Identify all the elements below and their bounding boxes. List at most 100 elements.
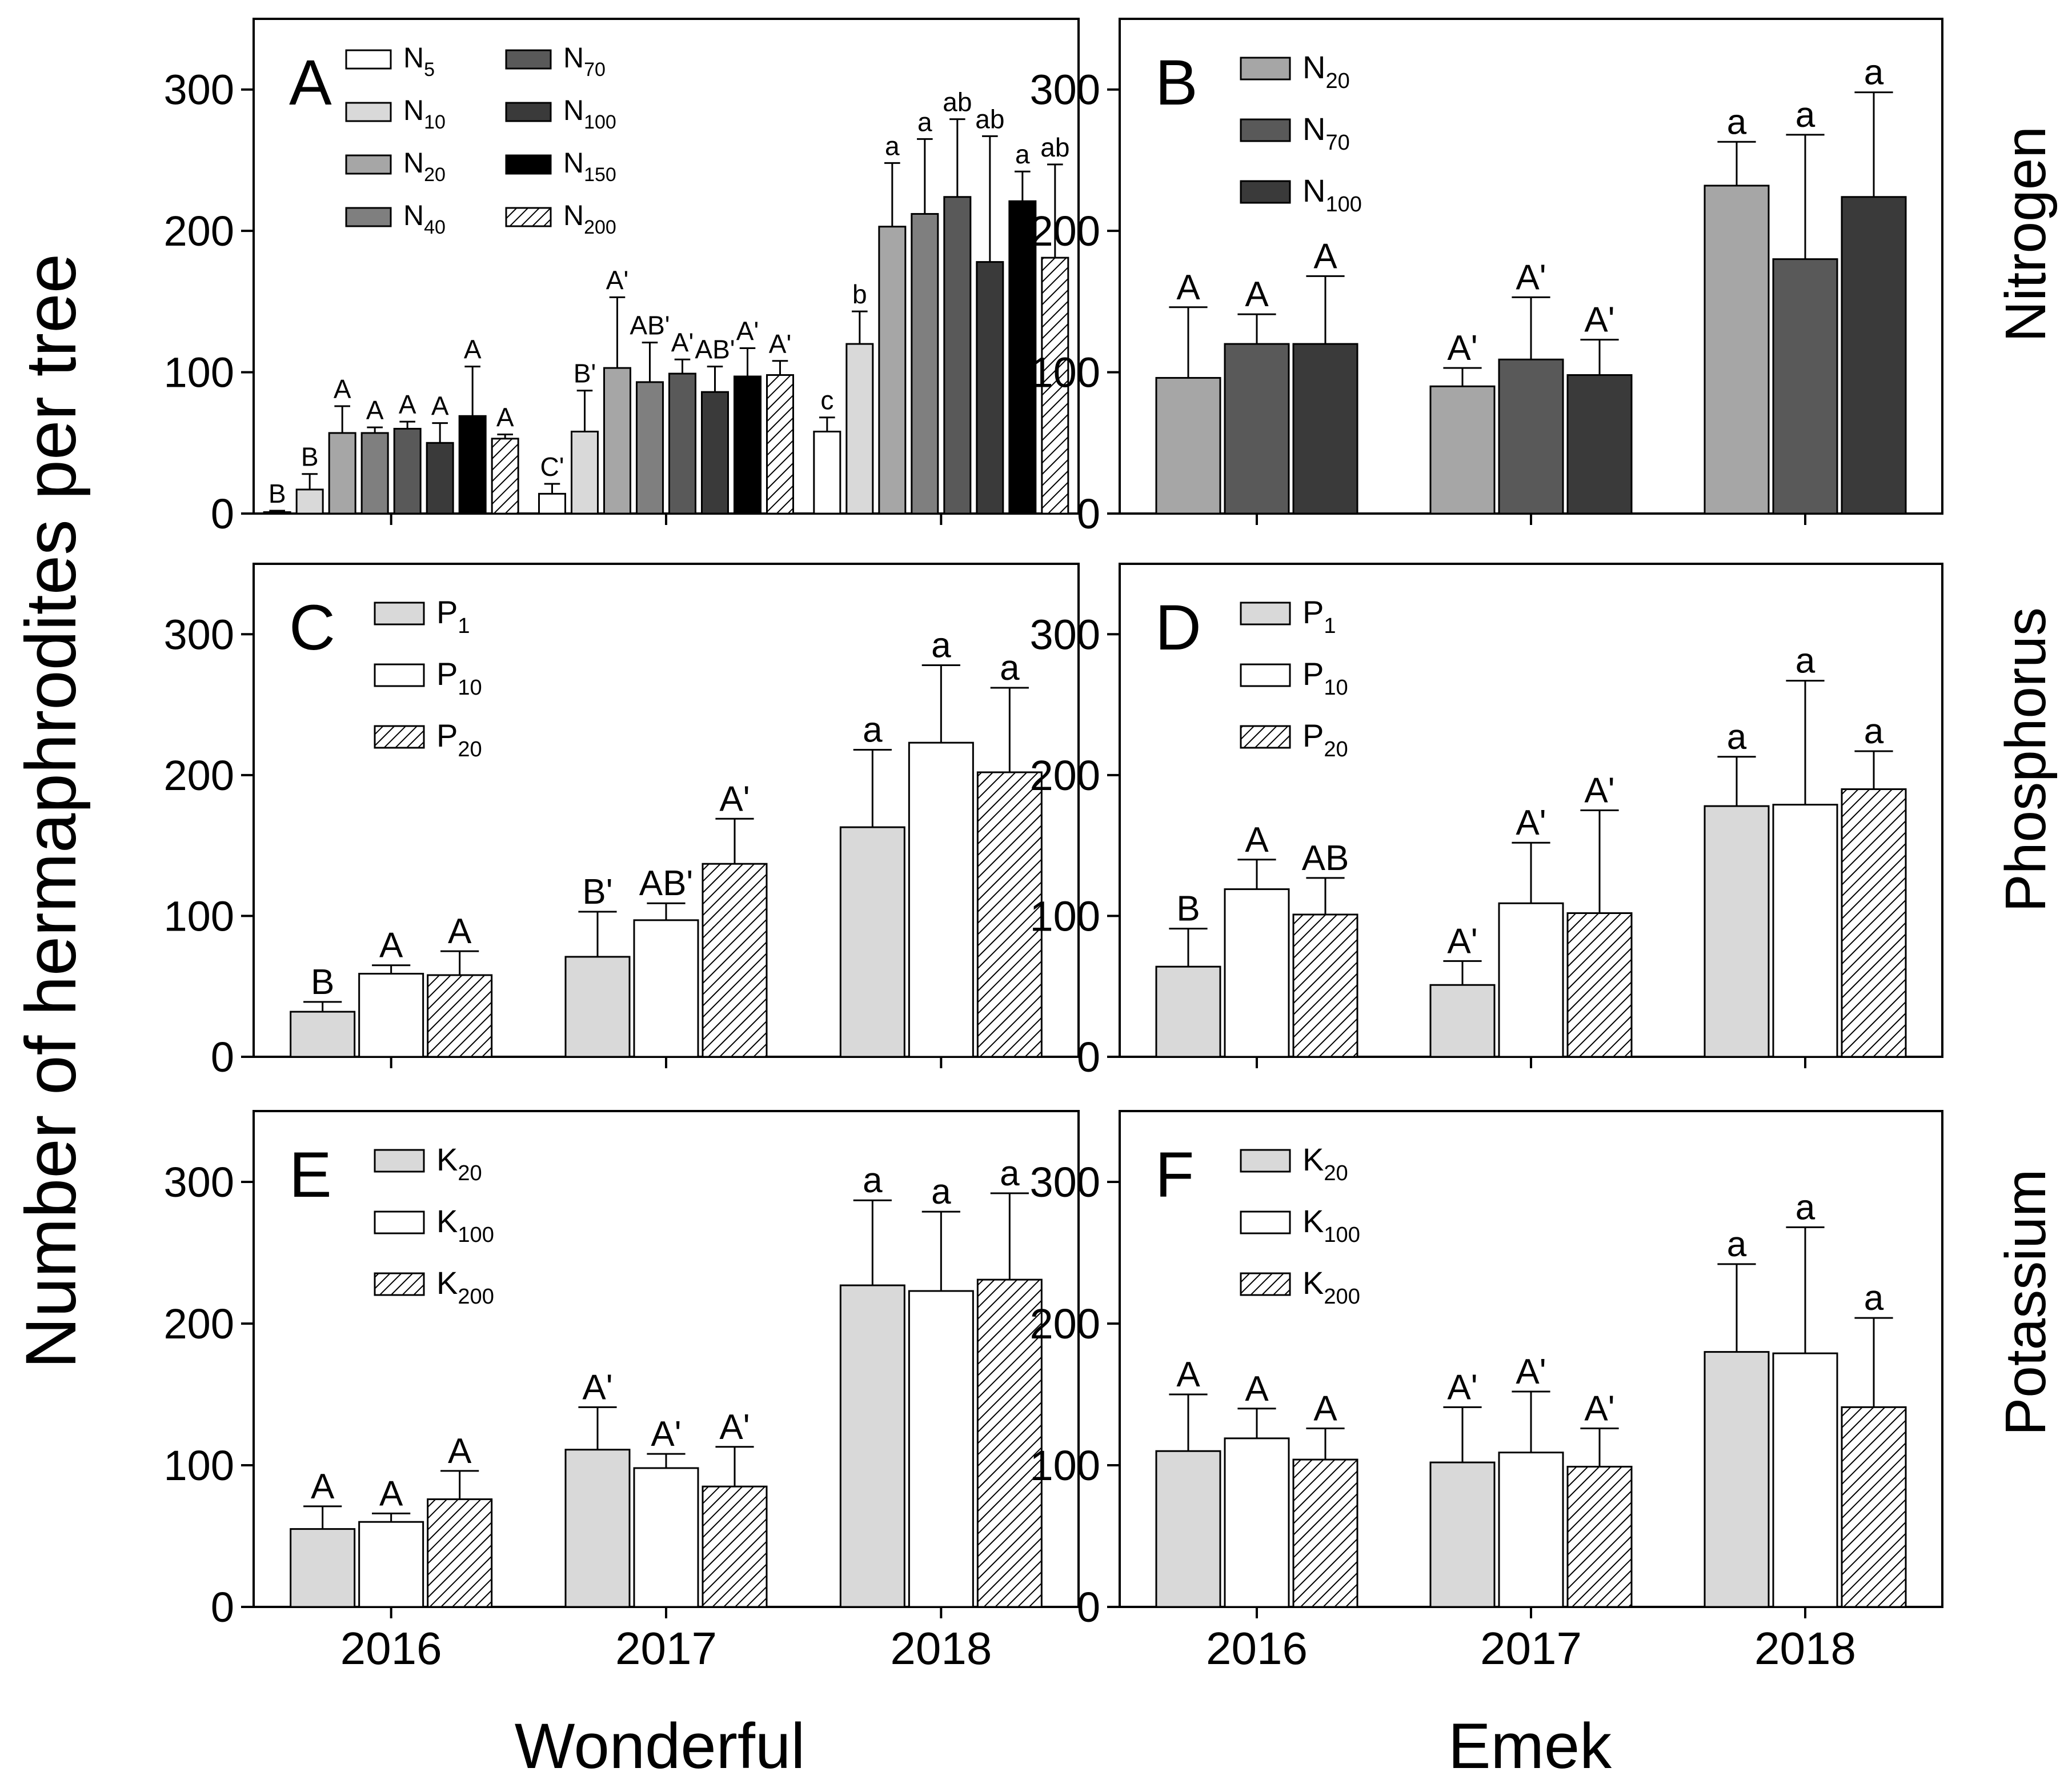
legend-swatch xyxy=(345,207,392,227)
significance-letter: A' xyxy=(606,265,628,295)
legend-label: N70 xyxy=(563,42,606,81)
bar xyxy=(943,196,972,515)
significance-letter: a xyxy=(1015,139,1030,169)
significance-letter: A' xyxy=(1516,803,1546,843)
legend-label: K200 xyxy=(436,1265,494,1309)
significance-letter: ab xyxy=(1040,133,1069,162)
y-tick-label: 0 xyxy=(211,1033,234,1081)
legend-swatch xyxy=(1240,57,1291,81)
bar xyxy=(263,511,291,515)
row-label-potassium: Potassium xyxy=(1994,1169,2058,1436)
legend-label: P10 xyxy=(436,656,482,700)
bar xyxy=(360,432,389,515)
legend-swatch xyxy=(374,725,425,749)
bar xyxy=(1155,376,1221,515)
bar xyxy=(1292,913,1358,1058)
bar xyxy=(1008,200,1037,515)
bar xyxy=(1292,343,1358,515)
significance-letter: c xyxy=(820,386,833,415)
bar xyxy=(633,919,699,1058)
bar xyxy=(734,375,762,515)
bar xyxy=(1841,196,1907,515)
significance-letter: A' xyxy=(1584,1389,1614,1429)
bar xyxy=(839,1284,905,1608)
bar xyxy=(426,442,454,515)
y-tick-label: 300 xyxy=(164,1158,234,1206)
legend-swatch xyxy=(505,102,552,122)
bar xyxy=(636,381,664,515)
bar xyxy=(1704,1351,1770,1608)
legend-label: N100 xyxy=(563,94,616,133)
y-tick-label: 300 xyxy=(1030,1158,1100,1206)
y-axis-title: Number of hermaphrodites per tree xyxy=(11,254,91,1369)
legend-swatch xyxy=(1240,180,1291,204)
y-tick-label: 0 xyxy=(1077,490,1100,538)
bar xyxy=(702,863,768,1058)
bar xyxy=(1498,902,1564,1058)
bar xyxy=(1155,1450,1221,1608)
significance-letter: a xyxy=(1796,642,1815,681)
panel-f: 0 100 200 300 F 2016 2017 2018 A A' a A A' a A A' a K20 K1… xyxy=(1030,1110,1943,1674)
legend-swatch xyxy=(374,602,425,626)
x-tick-label: 2017 xyxy=(1480,1623,1582,1674)
y-tick-label: 200 xyxy=(1030,1300,1100,1348)
panel-d: 0 100 200 300 D B A' a A A' a AB A' a P1 P10 P20 xyxy=(1030,563,1943,1081)
legend-label: P20 xyxy=(436,717,482,761)
significance-letter: B xyxy=(268,479,286,508)
bar xyxy=(1772,1352,1838,1608)
y-tick-label: 300 xyxy=(164,66,234,114)
panel-letter: F xyxy=(1155,1139,1194,1210)
legend-swatch xyxy=(505,154,552,175)
significance-letter: A' xyxy=(1447,328,1477,368)
bar xyxy=(328,432,356,515)
significance-letter: A xyxy=(1176,268,1200,307)
bar xyxy=(813,430,841,515)
bar xyxy=(766,374,794,515)
bar xyxy=(358,973,424,1058)
legend-swatch xyxy=(345,154,392,175)
legend-swatch xyxy=(374,663,425,687)
bar xyxy=(1566,912,1633,1058)
significance-letter: a xyxy=(1000,1154,1020,1193)
significance-letter: A xyxy=(464,335,482,364)
y-tick-label: 200 xyxy=(1030,207,1100,255)
bar xyxy=(633,1467,699,1608)
legend-label: N70 xyxy=(1302,111,1350,155)
x-tick-label: 2018 xyxy=(1754,1623,1856,1674)
significance-letter: A xyxy=(379,926,403,965)
significance-letter: a xyxy=(1864,1278,1884,1318)
y-tick-label: 0 xyxy=(211,1583,234,1631)
significance-letter: a xyxy=(1727,1225,1747,1264)
bar xyxy=(564,1449,631,1608)
bar xyxy=(701,391,729,515)
significance-letter: A xyxy=(1176,1355,1200,1394)
legend-swatch xyxy=(374,1272,425,1296)
significance-letter: A xyxy=(399,390,416,419)
significance-letter: A xyxy=(366,395,384,425)
row-label-nitrogen: Nitrogen xyxy=(1994,126,2058,342)
y-tick-label: 0 xyxy=(211,490,234,538)
bar xyxy=(1566,374,1633,515)
y-tick-label: 300 xyxy=(1030,611,1100,658)
legend: P1 P10 P20 xyxy=(374,594,482,761)
significance-letter: a xyxy=(1727,102,1747,142)
legend-swatch xyxy=(345,102,392,122)
significance-letter: B xyxy=(301,442,319,472)
significance-letter: A xyxy=(496,402,514,432)
y-tick-label: 300 xyxy=(164,611,234,658)
significance-letter: a xyxy=(1796,1188,1815,1227)
significance-letter: C' xyxy=(540,452,564,482)
bar xyxy=(1224,1437,1290,1608)
significance-letter: A xyxy=(1313,236,1337,276)
significance-letter: A xyxy=(431,391,449,421)
legend-swatch xyxy=(505,49,552,70)
legend-swatch xyxy=(1240,725,1291,749)
bar xyxy=(908,741,974,1058)
bar xyxy=(491,438,519,515)
legend-swatch xyxy=(1240,602,1291,626)
significance-letter: A xyxy=(379,1474,403,1513)
legend: K20 K100 K200 xyxy=(374,1141,494,1309)
bar xyxy=(290,1528,356,1608)
significance-letter: a xyxy=(931,1172,951,1212)
bar xyxy=(1292,1458,1358,1608)
